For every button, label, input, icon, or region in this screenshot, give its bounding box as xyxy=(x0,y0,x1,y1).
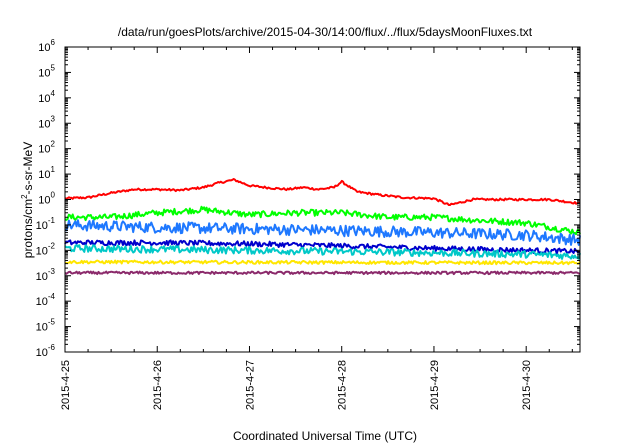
y-axis-label-prefix: protons/cm xyxy=(21,199,35,258)
y-tick-label: 106 xyxy=(38,38,55,54)
plot-frame xyxy=(64,46,581,353)
x-axis: 2015-4-25 2015-4-26 2015-4-27 2015-4-28 2015… xyxy=(60,47,573,410)
y-tick-label: 101 xyxy=(38,165,55,181)
x-tick-label: 2015-4-29 xyxy=(429,360,441,410)
y-axis-label-sup: 2 xyxy=(20,194,29,199)
series-line-4 xyxy=(64,244,581,260)
y-tick-label: 10-5 xyxy=(36,318,56,334)
x-tick-label: 2015-4-30 xyxy=(521,360,533,410)
series-line-6 xyxy=(64,270,581,276)
y-axis-label-suffix: -s-sr-MeV xyxy=(21,142,35,195)
y-tick-label: 10-6 xyxy=(36,343,56,359)
series-line-1 xyxy=(64,205,581,236)
x-tick-label: 2015-4-26 xyxy=(152,360,164,410)
series-line-0 xyxy=(64,178,581,206)
series-line-2 xyxy=(64,219,581,246)
y-tick-label: 100 xyxy=(38,191,55,207)
x-axis-label: Coordinated Universal Time (UTC) xyxy=(233,429,417,443)
x-tick-label: 2015-4-28 xyxy=(337,360,349,410)
y-axis-label: protons/cm2-s-sr-MeV xyxy=(20,142,35,258)
series-line-5 xyxy=(64,259,581,266)
y-tick-label: 10-3 xyxy=(36,267,56,283)
y-tick-label: 105 xyxy=(38,63,55,79)
y-tick-label: 103 xyxy=(38,114,55,130)
y-tick-label: 102 xyxy=(38,140,55,156)
x-tick-label: 2015-4-27 xyxy=(244,360,256,410)
y-tick-label: 10-4 xyxy=(36,292,56,308)
chart-title: /data/run/goesPlots/archive/2015-04-30/1… xyxy=(118,25,533,39)
y-tick-label: 10-1 xyxy=(36,216,56,232)
y-tick-label: 10-2 xyxy=(36,241,56,257)
series-layer xyxy=(64,178,581,276)
y-axis: 10-6 10-5 10-4 10-3 10-2 10-1 100 101 102 103 104 1… xyxy=(36,38,580,359)
x-tick-label: 2015-4-25 xyxy=(60,360,72,410)
y-tick-label: 104 xyxy=(38,89,55,105)
